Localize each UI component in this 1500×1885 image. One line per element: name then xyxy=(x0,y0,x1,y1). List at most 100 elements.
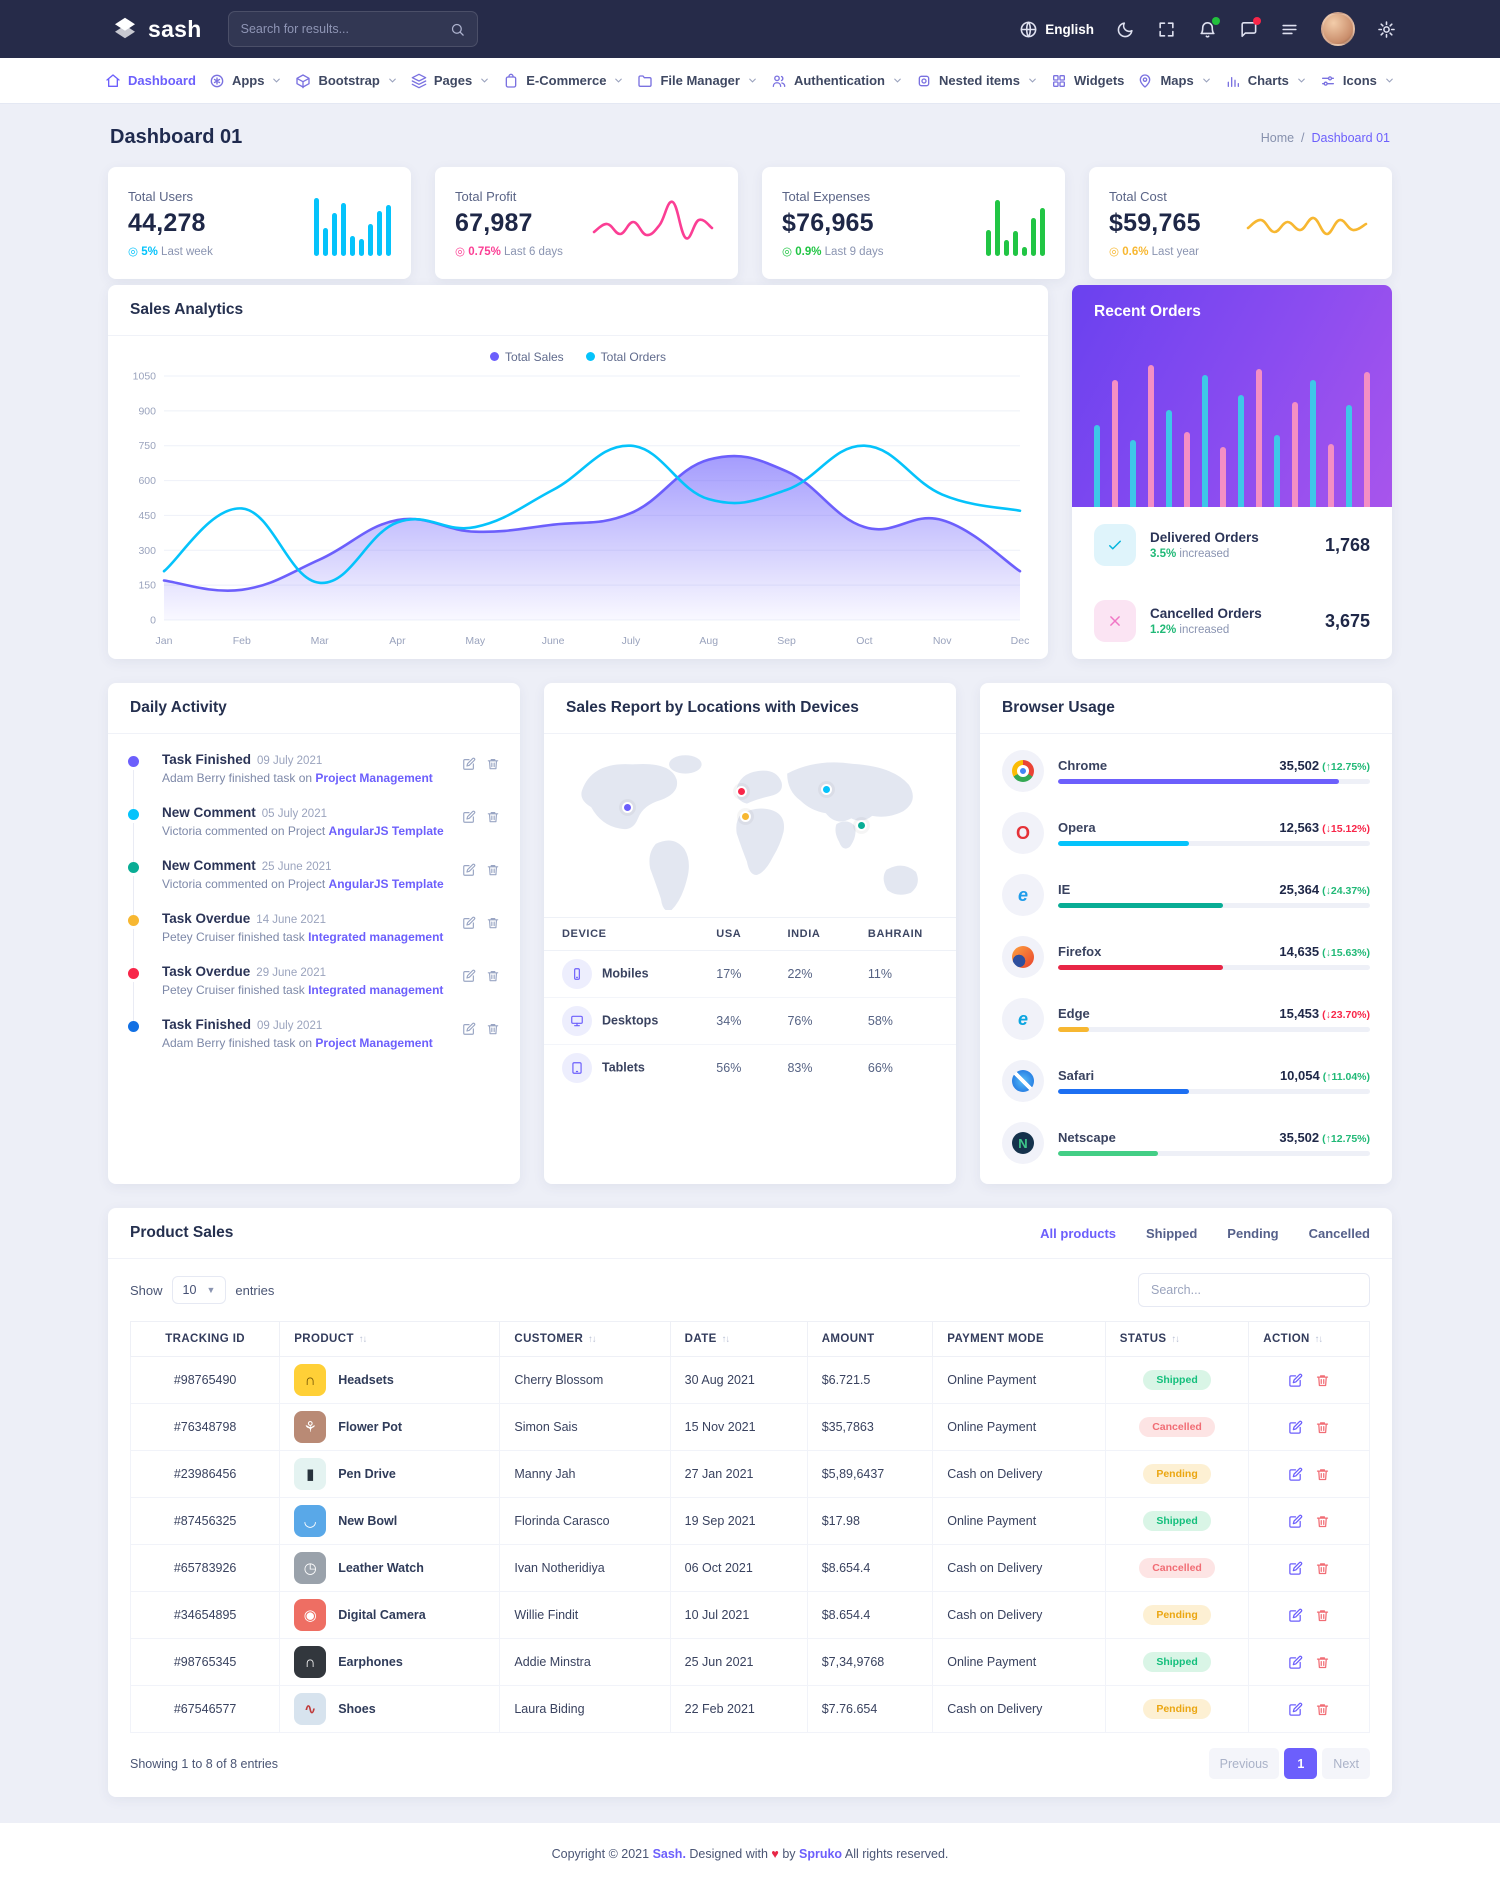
edit-row-button[interactable] xyxy=(1288,1560,1303,1575)
globe-button[interactable]: English xyxy=(1019,20,1094,39)
menu-item-e-commerce[interactable]: E-Commerce xyxy=(503,73,624,89)
edit-icon xyxy=(463,1023,476,1036)
footer-brand-link[interactable]: Sash. xyxy=(652,1847,686,1861)
edit-activity-button[interactable] xyxy=(462,809,476,824)
breadcrumb-home[interactable]: Home xyxy=(1260,130,1295,145)
menu-item-apps[interactable]: Apps xyxy=(209,73,283,89)
delete-row-button[interactable] xyxy=(1315,1513,1330,1528)
activity-link[interactable]: AngularJS Template xyxy=(328,824,444,838)
pagination-next[interactable]: Next xyxy=(1322,1748,1370,1779)
edit-row-button[interactable] xyxy=(1288,1513,1303,1528)
brand-logo[interactable]: sash xyxy=(110,14,202,44)
recent-orders-item: Delivered Orders 3.5% increased 1,768 xyxy=(1072,507,1392,583)
menu-item-dashboard[interactable]: Dashboard xyxy=(105,73,196,89)
svg-text:300: 300 xyxy=(138,545,156,557)
chevron-down-icon xyxy=(615,78,623,83)
menu-item-maps[interactable]: Maps xyxy=(1137,73,1211,89)
trash-icon xyxy=(487,918,499,929)
edit-row-button[interactable] xyxy=(1288,1607,1303,1622)
menu-item-file-manager[interactable]: File Manager xyxy=(637,73,757,89)
tab-cancelled[interactable]: Cancelled xyxy=(1308,1225,1370,1241)
delete-row-button[interactable] xyxy=(1315,1372,1330,1387)
gear-button[interactable] xyxy=(1377,20,1396,39)
edit-icon xyxy=(1289,1608,1303,1622)
bell-button[interactable] xyxy=(1198,16,1220,39)
edit-activity-button[interactable] xyxy=(462,968,476,983)
edit-activity-button[interactable] xyxy=(462,1021,476,1036)
delete-activity-button[interactable] xyxy=(486,809,500,824)
tab-all-products[interactable]: All products xyxy=(1040,1225,1117,1241)
menu-item-pages[interactable]: Pages xyxy=(411,73,490,89)
fullscreen-button[interactable] xyxy=(1157,20,1176,39)
netscape-browser-icon xyxy=(1002,1122,1044,1164)
delete-activity-button[interactable] xyxy=(486,915,500,930)
edit-row-button[interactable] xyxy=(1288,1466,1303,1481)
menu-item-charts[interactable]: Charts xyxy=(1225,73,1307,89)
delete-activity-button[interactable] xyxy=(486,1021,500,1036)
tab-pending[interactable]: Pending xyxy=(1227,1225,1279,1241)
menu-item-widgets[interactable]: Widgets xyxy=(1051,73,1124,89)
delete-row-button[interactable] xyxy=(1315,1701,1330,1716)
column-action[interactable]: ACTION ↑↓ xyxy=(1248,1321,1370,1357)
column-date[interactable]: DATE ↑↓ xyxy=(669,1321,808,1357)
user-avatar[interactable] xyxy=(1321,12,1355,46)
delete-activity-button[interactable] xyxy=(486,756,500,771)
cell-date: 25 Jun 2021 xyxy=(669,1638,808,1686)
activity-link[interactable]: Integrated management xyxy=(308,930,444,944)
tab-shipped[interactable]: Shipped xyxy=(1146,1225,1198,1241)
column-customer[interactable]: CUSTOMER ↑↓ xyxy=(499,1321,671,1357)
edit-activity-button[interactable] xyxy=(462,915,476,930)
delete-row-button[interactable] xyxy=(1315,1466,1330,1481)
chat-button[interactable] xyxy=(1239,16,1261,39)
delete-row-button[interactable] xyxy=(1315,1607,1330,1622)
activity-link[interactable]: Project Management xyxy=(315,771,433,785)
global-search[interactable] xyxy=(227,11,478,47)
breadcrumb-current: Dashboard 01 xyxy=(1311,130,1390,145)
search-icon[interactable] xyxy=(450,21,465,37)
map-location-dot[interactable] xyxy=(740,810,752,822)
page-size-select[interactable]: 10 ▼ xyxy=(171,1276,227,1304)
delete-activity-button[interactable] xyxy=(486,862,500,877)
delete-row-button[interactable] xyxy=(1315,1654,1330,1669)
activity-link[interactable]: AngularJS Template xyxy=(328,877,444,891)
heart-icon: ♥ xyxy=(771,1847,779,1861)
legend-item[interactable]: Total Orders xyxy=(585,350,666,364)
status-badge: Shipped xyxy=(1143,1511,1211,1531)
activity-link[interactable]: Integrated management xyxy=(308,983,444,997)
activity-link[interactable]: Project Management xyxy=(315,1036,433,1050)
edit-activity-button[interactable] xyxy=(462,756,476,771)
daily-activity-title: Daily Activity xyxy=(108,683,520,734)
map-location-dot[interactable] xyxy=(622,802,634,814)
menu-button[interactable] xyxy=(1280,20,1299,39)
column-status[interactable]: STATUS ↑↓ xyxy=(1104,1321,1250,1357)
menu-item-nested-items[interactable]: Nested items xyxy=(916,73,1038,89)
pagination-page-1[interactable]: 1 xyxy=(1284,1748,1318,1779)
delete-row-button[interactable] xyxy=(1315,1560,1330,1575)
menu-item-bootstrap[interactable]: Bootstrap xyxy=(295,73,397,89)
cell-tracking-id: #67546577 xyxy=(129,1685,281,1733)
pagination-previous[interactable]: Previous xyxy=(1208,1748,1280,1779)
edit-row-button[interactable] xyxy=(1288,1372,1303,1387)
map-location-dot[interactable] xyxy=(855,819,867,831)
edit-row-button[interactable] xyxy=(1288,1654,1303,1669)
delete-row-button[interactable] xyxy=(1315,1419,1330,1434)
legend-item[interactable]: Total Sales xyxy=(489,350,564,364)
activity-dot xyxy=(128,756,139,767)
delete-activity-button[interactable] xyxy=(486,968,500,983)
edit-row-button[interactable] xyxy=(1288,1701,1303,1716)
column-product[interactable]: PRODUCT ↑↓ xyxy=(279,1321,501,1357)
footer-designer-link[interactable]: Spruko xyxy=(799,1847,843,1861)
edit-activity-button[interactable] xyxy=(462,862,476,877)
edit-row-button[interactable] xyxy=(1288,1419,1303,1434)
table-search-input[interactable] xyxy=(1138,1273,1370,1307)
menu-item-icons[interactable]: Icons xyxy=(1320,73,1395,89)
cell-customer: Ivan Notheridiya xyxy=(499,1544,671,1592)
map-location-dot[interactable] xyxy=(820,784,832,796)
moon-button[interactable] xyxy=(1116,20,1135,39)
search-icon xyxy=(451,23,464,36)
global-search-input[interactable] xyxy=(240,22,442,36)
menu-item-authentication[interactable]: Authentication xyxy=(771,73,903,89)
map-location-dot[interactable] xyxy=(735,785,747,797)
cell-tracking-id: #34654895 xyxy=(129,1591,281,1639)
status-badge: Pending xyxy=(1143,1605,1211,1625)
